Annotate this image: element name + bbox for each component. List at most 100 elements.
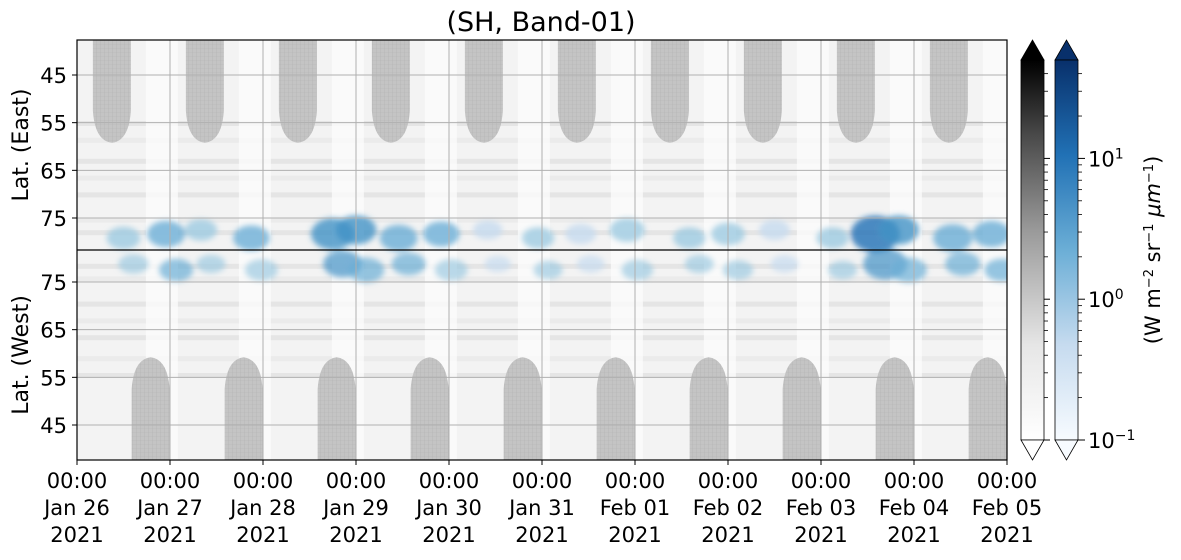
y-axis-label-west: Lat. (West) xyxy=(9,295,34,415)
darkness-region-east xyxy=(929,40,968,143)
darkness-region-east xyxy=(557,40,596,143)
intensity-blob xyxy=(422,221,460,247)
x-tick-time: 00:00 xyxy=(791,469,852,493)
darkness-region-west xyxy=(782,357,821,460)
intensity-blob xyxy=(984,258,1007,282)
y-tick-label: 75 xyxy=(40,271,67,295)
colorbar-blue-extend-bottom xyxy=(1054,439,1079,461)
intensity-blob xyxy=(347,257,385,283)
x-tick-date: Feb 03 xyxy=(786,496,857,520)
intensity-blob xyxy=(972,220,1007,248)
intensity-blob xyxy=(684,254,714,274)
intensity-blobs xyxy=(106,215,1007,283)
x-tick-date: Jan 28 xyxy=(228,496,296,520)
darkness-region-west xyxy=(131,357,170,460)
intensity-blob xyxy=(472,220,503,240)
intensity-blob xyxy=(379,224,418,252)
darkness-region-west xyxy=(968,357,1007,460)
x-tick-time: 00:00 xyxy=(326,469,387,493)
intensity-blob xyxy=(484,255,512,273)
darkness-region-west xyxy=(596,357,635,460)
darkness-region-east xyxy=(278,40,317,143)
colorbar-tick-label: 10−1 xyxy=(1088,428,1135,453)
intensity-blob xyxy=(576,255,605,273)
x-tick-time: 00:00 xyxy=(512,469,573,493)
y-tick-labels: 45 55 65 75 75 65 55 45 xyxy=(40,64,77,438)
intensity-blob xyxy=(196,254,226,274)
colorbar-gray-extend-top xyxy=(1020,39,1045,61)
x-tick-date: Jan 26 xyxy=(42,496,110,520)
intensity-blob xyxy=(933,224,973,252)
intensity-blob xyxy=(878,215,919,245)
x-tick-time: 00:00 xyxy=(140,469,201,493)
x-tick-year: 2021 xyxy=(143,523,196,547)
darkness-region-west xyxy=(224,357,263,460)
intensity-blob xyxy=(521,227,555,249)
x-tick-time: 00:00 xyxy=(698,469,759,493)
intensity-blob xyxy=(890,257,927,283)
darkness-regions xyxy=(92,40,1007,460)
darkness-region-east xyxy=(836,40,875,143)
darkness-region-east xyxy=(371,40,410,143)
intensity-blob xyxy=(565,223,597,245)
x-tick-date: Feb 02 xyxy=(693,496,764,520)
intensity-blob xyxy=(159,258,194,282)
intensity-blob xyxy=(621,259,654,281)
intensity-blob xyxy=(828,260,858,280)
x-tick-year: 2021 xyxy=(329,523,382,547)
x-tick-time: 00:00 xyxy=(233,469,294,493)
x-tick-year: 2021 xyxy=(980,523,1033,547)
x-tick-date: Jan 29 xyxy=(321,496,389,520)
darkness-region-west xyxy=(875,357,914,460)
darkness-region-west xyxy=(503,357,542,460)
x-tick-time: 00:00 xyxy=(884,469,945,493)
darkness-region-west xyxy=(317,357,356,460)
darkness-region-east xyxy=(650,40,689,143)
y-tick-label: 45 xyxy=(40,64,67,88)
x-tick-date: Jan 31 xyxy=(507,496,575,520)
y-tick-label: 45 xyxy=(40,414,67,438)
x-tick-time: 00:00 xyxy=(47,469,108,493)
y-tick-label: 55 xyxy=(40,366,67,390)
x-tick-date: Jan 27 xyxy=(135,496,203,520)
colorbar-tick-label: 101 xyxy=(1088,146,1124,171)
intensity-blob xyxy=(106,226,141,250)
y-tick-label: 75 xyxy=(40,207,67,231)
x-tick-date: Feb 04 xyxy=(879,496,950,520)
intensity-blob xyxy=(945,252,981,276)
intensity-blob xyxy=(816,227,849,249)
intensity-blob xyxy=(533,260,563,280)
colorbar-blue-extend-top xyxy=(1054,39,1079,61)
colorbar-tick-label: 100 xyxy=(1088,287,1124,312)
colorbar-gray-body xyxy=(1020,59,1045,441)
x-tick-year: 2021 xyxy=(50,523,103,547)
y-axis-label-east: Lat. (East) xyxy=(9,89,34,202)
colorbar-ticks: 101 100 10−1 xyxy=(1044,73,1135,453)
intensity-blob xyxy=(118,254,149,274)
x-tick-date: Feb 01 xyxy=(600,496,671,520)
intensity-blob xyxy=(759,219,790,241)
darkness-region-west xyxy=(410,357,449,460)
y-tick-label: 65 xyxy=(40,319,67,343)
intensity-blob xyxy=(673,227,706,249)
darkness-region-east xyxy=(92,40,131,143)
x-tick-time: 00:00 xyxy=(977,469,1038,493)
intensity-blob xyxy=(391,252,426,276)
darkness-region-east xyxy=(743,40,782,143)
x-tick-year: 2021 xyxy=(887,523,940,547)
intensity-blob xyxy=(184,219,218,241)
x-tick-date: Feb 05 xyxy=(972,496,1043,520)
intensity-blob xyxy=(244,259,278,281)
intensity-blob xyxy=(722,260,754,280)
intensity-blob xyxy=(147,220,186,248)
intensity-blob xyxy=(434,259,468,281)
y-tick-label: 55 xyxy=(40,112,67,136)
colorbar-label: (W m−2 sr−1 μm−1) xyxy=(1141,156,1165,345)
colorbar-blue xyxy=(1054,39,1079,461)
x-tick-year: 2021 xyxy=(422,523,475,547)
x-tick-time: 00:00 xyxy=(419,469,480,493)
intensity-blob xyxy=(770,255,799,273)
x-tick-year: 2021 xyxy=(701,523,754,547)
colorbar-gray xyxy=(1020,39,1045,461)
